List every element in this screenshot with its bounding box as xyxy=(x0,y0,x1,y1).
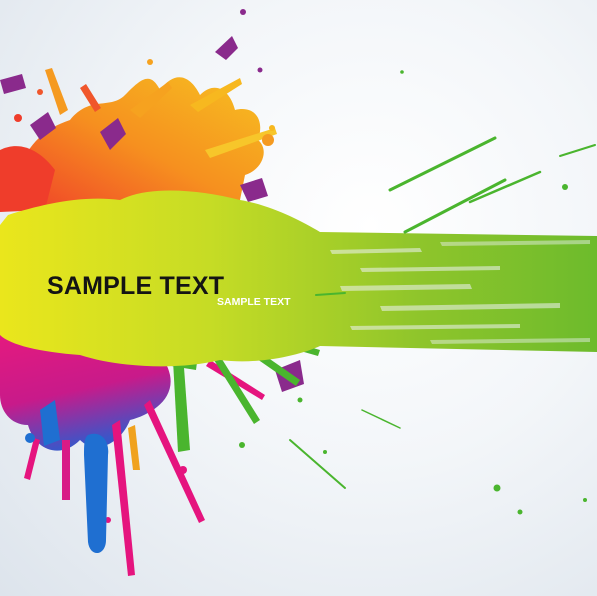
blue-drip xyxy=(25,400,109,554)
headline-text: SAMPLE TEXT xyxy=(47,272,225,300)
lime-paint-band xyxy=(0,190,597,367)
green-specks xyxy=(323,70,587,515)
green-streaks xyxy=(289,136,596,489)
upper-orange-splash xyxy=(0,59,277,216)
subline-text: SAMPLE TEXT xyxy=(217,296,291,308)
